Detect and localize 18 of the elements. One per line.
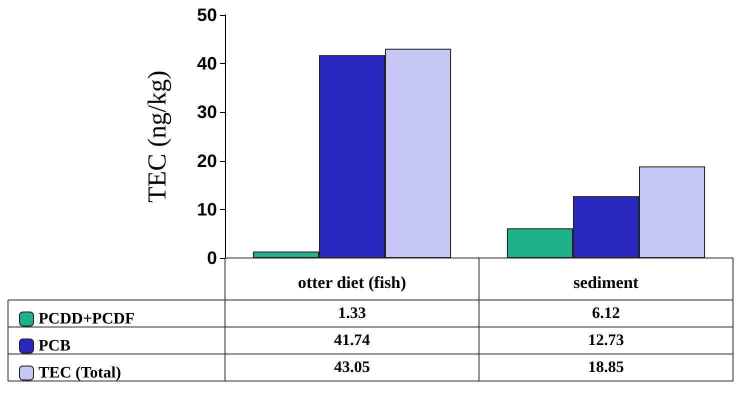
- legend-label: TEC (Total): [38, 364, 122, 382]
- y-tick-label: 0: [206, 248, 217, 268]
- x-tick-label: otter diet (fish): [298, 273, 406, 292]
- data-label: 12.73: [588, 332, 624, 349]
- y-tick-label: 50: [196, 5, 217, 25]
- data-label: 18.85: [588, 359, 624, 376]
- data-label: 6.12: [592, 305, 620, 322]
- x-tick-label: sediment: [573, 273, 639, 292]
- legend-label: PCDD+PCDF: [38, 310, 135, 328]
- y-tick-label: 40: [196, 54, 217, 74]
- y-tick-label: 20: [196, 150, 217, 171]
- y-tick-label: 10: [196, 199, 217, 220]
- legend-label: PCB: [38, 338, 71, 354]
- data-label: 43.05: [334, 359, 370, 376]
- y-tick-label: 30: [196, 102, 217, 122]
- data-label: 41.74: [334, 332, 370, 349]
- data-label: 1.33: [338, 305, 366, 322]
- y-axis-title: TEC (ng/kg): [142, 70, 172, 203]
